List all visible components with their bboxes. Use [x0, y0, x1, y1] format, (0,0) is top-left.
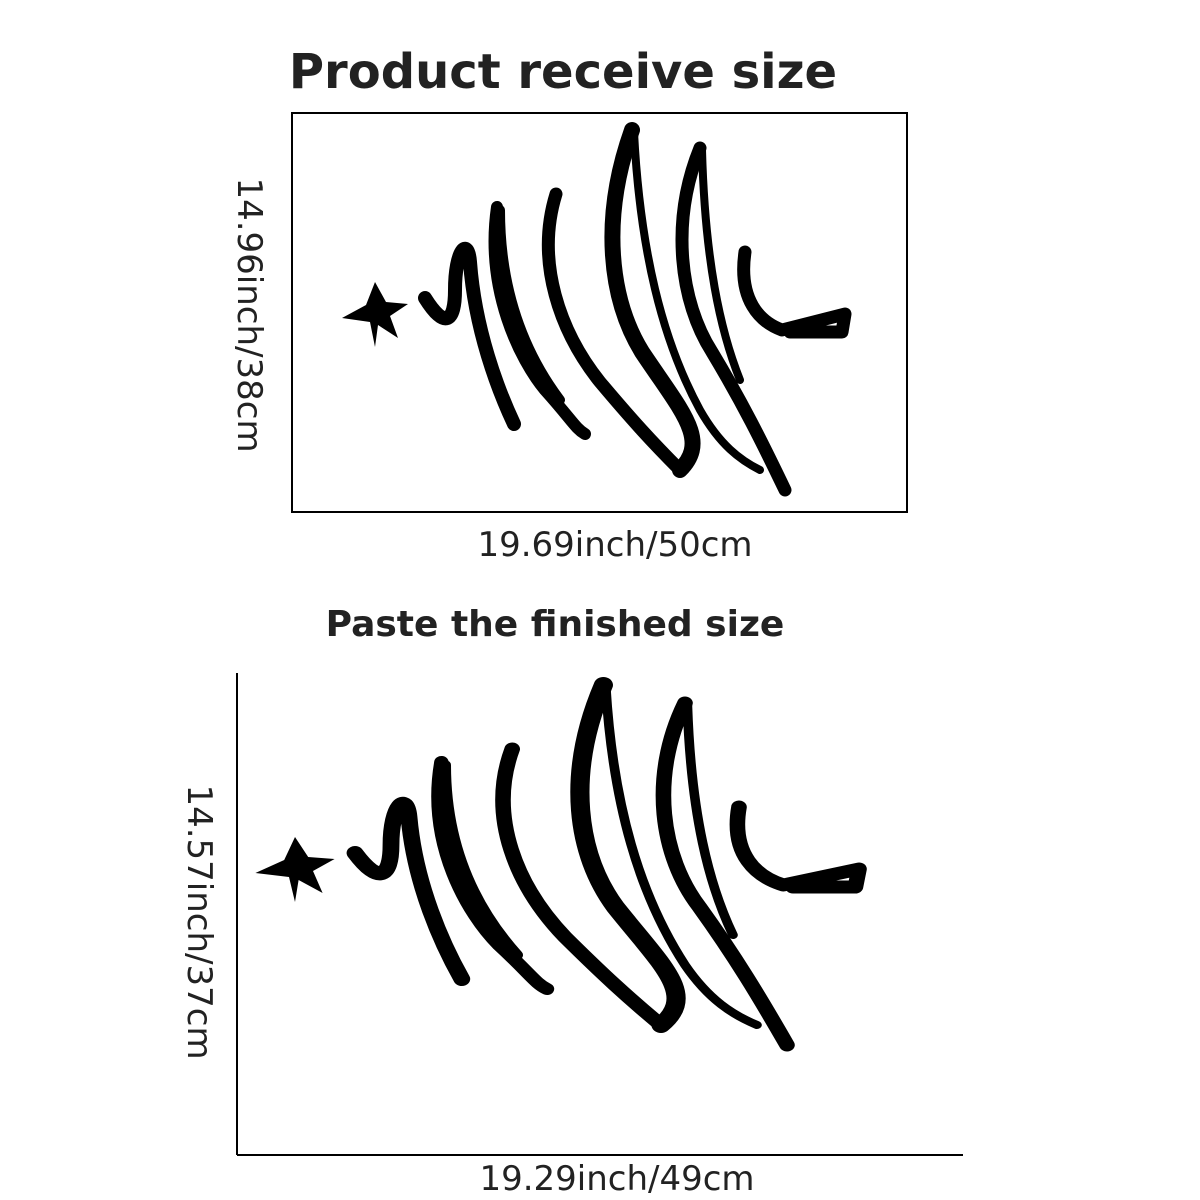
width-label: 19.29inch/49cm [479, 1159, 754, 1199]
height-label: 14.57inch/37cm [179, 784, 219, 1059]
title: Paste the finished size [326, 604, 785, 645]
tree-illustration [342, 130, 845, 490]
tree-illustration [255, 685, 859, 1045]
width-label: 19.69inch/50cm [477, 525, 752, 565]
size-box [291, 112, 908, 513]
title: Product receive size [289, 44, 837, 100]
height-label: 14.96inch/38cm [229, 177, 269, 452]
